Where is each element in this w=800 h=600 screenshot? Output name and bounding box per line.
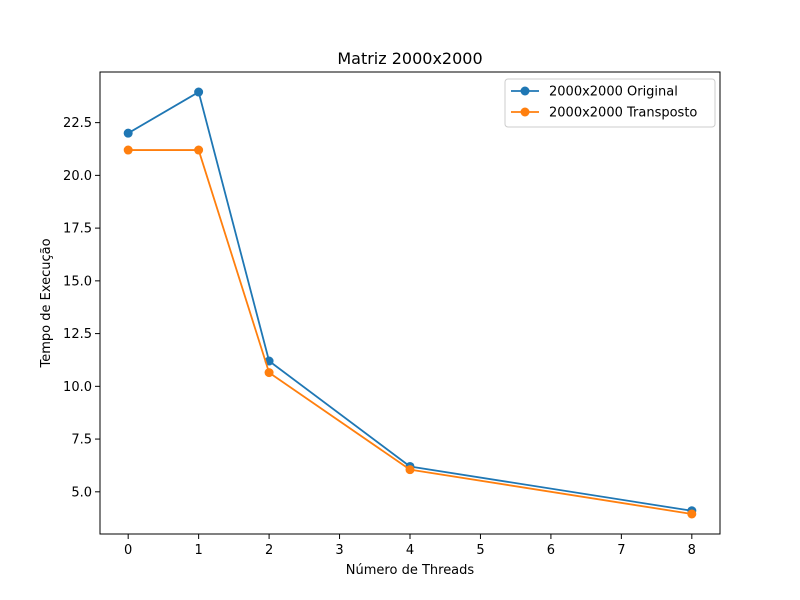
- data-point-1-0: [123, 145, 133, 155]
- legend-marker-original: [520, 86, 530, 96]
- chart-title: Matriz 2000x2000: [337, 49, 482, 68]
- y-axis-ticks: 5.0 7.5 10.0 12.5 15.0 17.5 20.0 22.5: [63, 116, 100, 500]
- data-point-1-1: [194, 145, 204, 155]
- legend-frame: [504, 78, 716, 128]
- legend-marker-transposto: [520, 107, 530, 117]
- y-tick-label: 22.5: [63, 116, 92, 131]
- legend: 2000x2000 Original 2000x2000 Transposto: [504, 78, 716, 128]
- x-axis-ticks: 0 1 2 3 4 5 6 7 8: [124, 534, 696, 558]
- y-tick-label: 17.5: [63, 222, 92, 237]
- x-tick-label: 8: [688, 543, 696, 558]
- legend-label-transposto: 2000x2000 Transposto: [549, 106, 697, 121]
- x-tick-label: 3: [335, 543, 343, 558]
- data-point-1-2: [264, 368, 274, 378]
- y-tick-label: 10.0: [63, 380, 92, 395]
- data-point-0-1: [194, 87, 204, 97]
- data-point-1-4: [687, 509, 697, 519]
- y-tick-label: 20.0: [63, 169, 92, 184]
- data-point-0-0: [123, 128, 133, 138]
- x-tick-label: 0: [124, 543, 132, 558]
- y-tick-label: 12.5: [63, 327, 92, 342]
- data-point-1-3: [405, 465, 415, 475]
- x-tick-label: 1: [194, 543, 202, 558]
- x-tick-label: 4: [406, 543, 414, 558]
- x-tick-label: 5: [476, 543, 484, 558]
- y-axis-label: Tempo de Execução: [39, 238, 54, 368]
- plot-area: [100, 72, 720, 534]
- y-tick-label: 5.0: [71, 485, 92, 500]
- series-layer: [123, 87, 697, 519]
- legend-label-original: 2000x2000 Original: [549, 85, 678, 100]
- x-tick-label: 7: [617, 543, 625, 558]
- y-tick-label: 15.0: [63, 274, 92, 289]
- y-tick-label: 7.5: [71, 433, 92, 448]
- x-tick-label: 2: [265, 543, 273, 558]
- x-axis-label: Número de Threads: [346, 563, 475, 578]
- x-tick-label: 6: [547, 543, 555, 558]
